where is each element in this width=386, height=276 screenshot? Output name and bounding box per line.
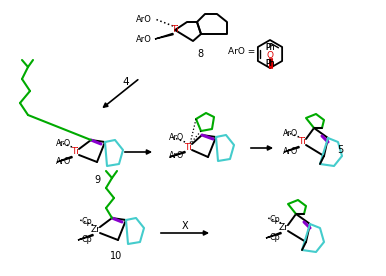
Text: Cp: Cp xyxy=(269,232,280,242)
Text: 10: 10 xyxy=(110,251,122,261)
Text: ArO: ArO xyxy=(136,34,152,44)
Text: ArO: ArO xyxy=(169,152,184,161)
Text: 4: 4 xyxy=(123,77,129,87)
Polygon shape xyxy=(155,33,173,39)
Text: X: X xyxy=(182,221,188,231)
Text: Ph: Ph xyxy=(265,43,274,52)
Text: ArO: ArO xyxy=(283,129,298,137)
Text: ArO =: ArO = xyxy=(228,47,255,57)
Text: 5: 5 xyxy=(337,145,343,155)
Polygon shape xyxy=(170,152,185,157)
Text: ArO: ArO xyxy=(283,147,298,155)
Polygon shape xyxy=(78,234,93,240)
Text: Ti: Ti xyxy=(71,147,79,156)
Text: Cp: Cp xyxy=(81,216,92,225)
Text: ArO: ArO xyxy=(136,15,152,23)
Text: Ti: Ti xyxy=(298,137,306,147)
Text: Ph: Ph xyxy=(265,59,274,68)
Text: Zr: Zr xyxy=(91,225,101,235)
Text: ArO: ArO xyxy=(169,134,184,142)
Text: 9: 9 xyxy=(94,175,100,185)
Text: Ti: Ti xyxy=(184,142,192,152)
Polygon shape xyxy=(57,156,72,162)
Text: Ph: Ph xyxy=(266,43,275,52)
Text: Cp: Cp xyxy=(269,214,280,224)
Text: Ti: Ti xyxy=(171,25,179,34)
Text: 8: 8 xyxy=(197,49,203,59)
Text: Cp: Cp xyxy=(81,235,92,243)
Polygon shape xyxy=(266,232,281,238)
Text: Ph: Ph xyxy=(266,59,275,68)
Text: O: O xyxy=(266,51,274,60)
Text: ArO: ArO xyxy=(56,156,71,166)
Polygon shape xyxy=(284,146,299,152)
Text: Zr: Zr xyxy=(279,224,289,232)
Text: ArO: ArO xyxy=(56,139,71,147)
